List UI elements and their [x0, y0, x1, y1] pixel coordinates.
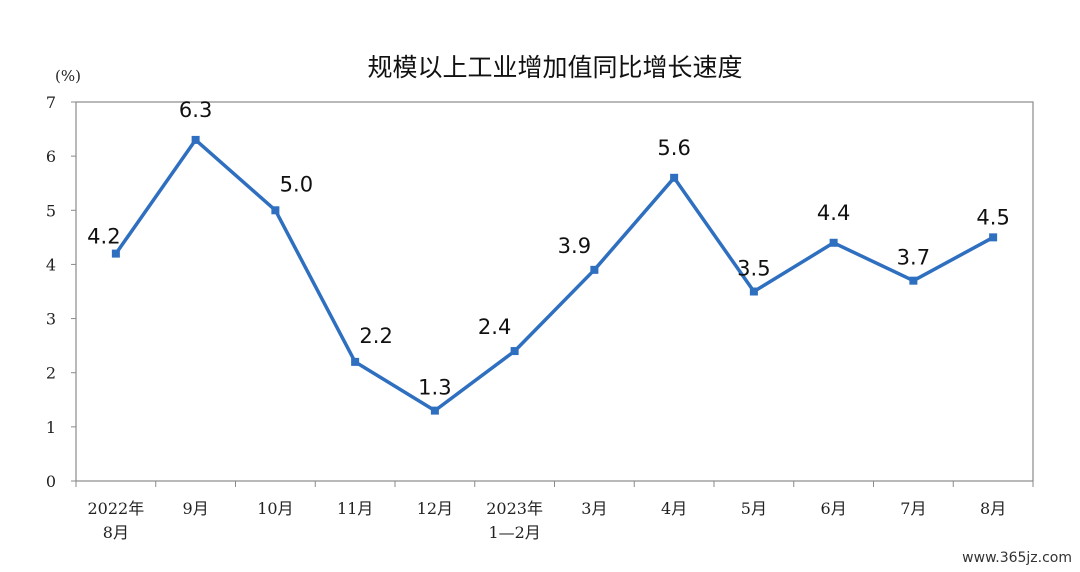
x-tick-label: 5月	[741, 499, 767, 518]
y-tick-label: 4	[46, 255, 56, 274]
data-label: 3.5	[737, 257, 770, 281]
data-point-marker	[829, 238, 838, 247]
data-point-marker	[909, 276, 918, 285]
data-label: 3.9	[558, 234, 591, 258]
data-label-group: 4.2 6.3 5.0 2.2 1.3 2.4 3.9 5.6 3.5 4.4 3.7 4.5	[87, 98, 1010, 400]
y-tick-label: 1	[46, 418, 56, 437]
data-label: 5.6	[657, 136, 690, 160]
data-point-marker	[430, 406, 439, 415]
data-point-marker	[191, 135, 200, 144]
data-label: 5.0	[280, 172, 313, 196]
data-label: 6.3	[179, 98, 212, 122]
x-tick-label: 2022年	[88, 499, 145, 518]
y-tick-label: 2	[46, 364, 56, 383]
data-point-marker	[590, 265, 599, 274]
y-tick-label: 5	[46, 201, 56, 220]
data-point-marker	[271, 206, 280, 215]
x-tick-label: 9月	[183, 499, 209, 518]
data-point-marker	[510, 347, 519, 356]
x-tick-label: 1—2月	[488, 523, 540, 542]
x-tick-label: 8月	[103, 523, 129, 542]
x-tick-label: 4月	[661, 499, 687, 518]
data-point-marker	[111, 249, 120, 258]
y-axis-unit: (%)	[55, 67, 81, 85]
x-tick-label: 7月	[900, 499, 926, 518]
series-line	[114, 138, 994, 413]
x-tick-label: 12月	[417, 499, 453, 518]
x-tick-label: 3月	[581, 499, 607, 518]
y-tick-label: 6	[46, 147, 56, 166]
data-point-marker	[749, 287, 758, 296]
data-label: 4.2	[87, 225, 120, 249]
x-tick-label: 8月	[980, 499, 1006, 518]
data-label: 3.7	[897, 246, 930, 270]
x-tick-label: 11月	[337, 499, 373, 518]
data-point-marker	[351, 357, 360, 366]
data-label: 2.4	[478, 315, 511, 339]
data-label: 4.5	[976, 205, 1009, 229]
data-point-marker	[989, 233, 998, 242]
series-line-group	[111, 135, 998, 415]
data-label: 2.2	[359, 324, 392, 348]
watermark: www.365jz.com	[962, 550, 1072, 566]
x-tick-label: 10月	[257, 499, 293, 518]
data-point-marker	[670, 173, 679, 182]
x-axis-ticks: 2022年 8月 9月 10月 11月 12月 2023年 1—2月 3月 4月 5月 6月 7月 8月	[75, 481, 1034, 542]
x-tick-label: 2023年	[486, 499, 543, 518]
chart-title: 规模以上工业增加值同比增长速度	[367, 53, 742, 82]
x-tick-label: 6月	[821, 499, 847, 518]
y-tick-label: 7	[46, 93, 56, 112]
data-label: 4.4	[817, 201, 850, 225]
y-tick-label: 3	[46, 310, 56, 329]
y-tick-label: 0	[46, 472, 56, 491]
data-label: 1.3	[418, 376, 451, 400]
y-axis-ticks: 0 1 2 3 4 5 6 7	[46, 93, 76, 491]
